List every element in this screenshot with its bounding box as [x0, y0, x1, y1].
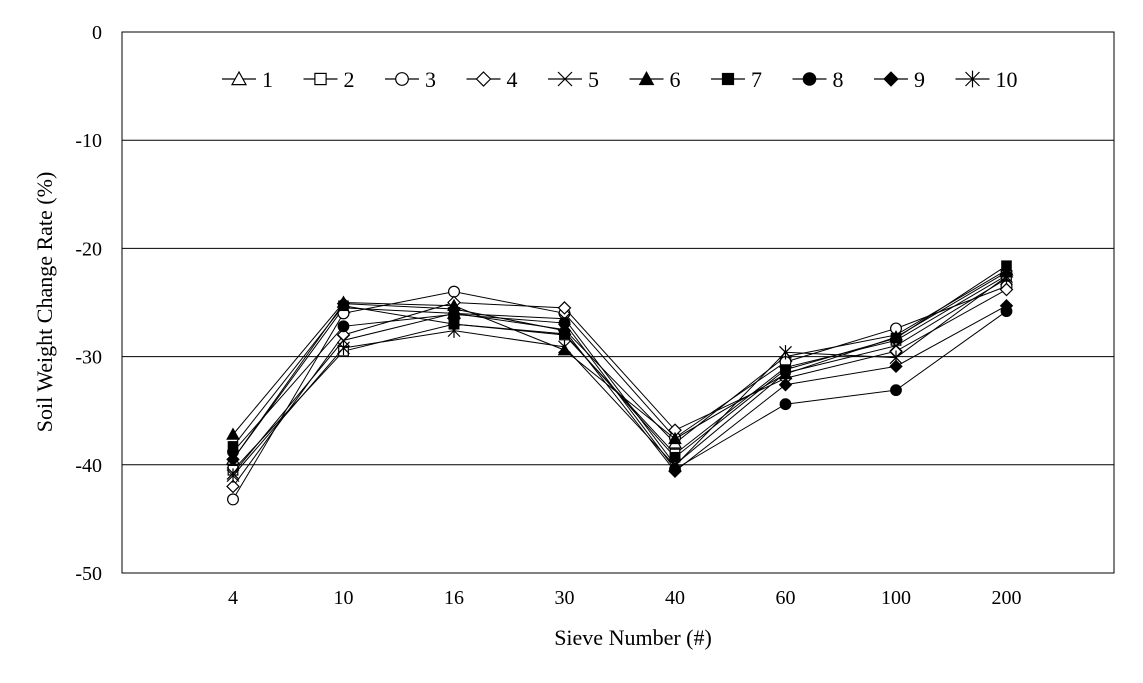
data-point: [448, 285, 461, 298]
series-line: [232, 276, 1007, 476]
data-point: [1000, 269, 1013, 284]
x-tick-label: 10: [334, 587, 354, 609]
data-point: [889, 359, 903, 374]
data-point: [779, 398, 792, 411]
series-line: [232, 289, 1007, 487]
x-tick-label: 200: [992, 587, 1022, 609]
data-point: [447, 302, 461, 316]
data-point: [668, 431, 682, 445]
data-point: [557, 71, 573, 87]
data-point: [557, 323, 572, 338]
data-point: [890, 332, 902, 344]
legend-item: 7: [711, 67, 762, 92]
data-point: [395, 72, 409, 86]
data-point: [227, 493, 240, 506]
data-point: [668, 458, 682, 474]
data-point: [337, 340, 350, 356]
series-line: [232, 285, 1007, 500]
legend-label: 3: [425, 67, 436, 92]
legend-label: 8: [833, 67, 844, 92]
series-line: [232, 303, 1007, 472]
y-tick-label: 0: [92, 22, 102, 44]
x-tick-label: 4: [228, 587, 238, 609]
legend-item: 8: [792, 67, 844, 92]
data-point: [780, 364, 791, 375]
legend-item: 3: [385, 67, 436, 92]
legend-item: 5: [548, 67, 599, 92]
data-point: [475, 71, 492, 87]
data-point: [889, 350, 903, 365]
y-axis-ticks: 0 -10 -20 -30 -40 -50: [75, 22, 102, 585]
data-point: [1001, 260, 1012, 272]
legend-item: 2: [303, 67, 355, 92]
legend-label: 5: [588, 67, 599, 92]
legend-label: 2: [344, 67, 355, 92]
y-tick-label: -50: [75, 563, 102, 585]
legend-label: 6: [670, 67, 681, 92]
data-point: [999, 299, 1014, 313]
data-point: [890, 384, 902, 397]
plot-area: [121, 31, 1115, 574]
x-tick-label: 16: [444, 587, 464, 609]
data-point: [226, 452, 240, 467]
gridlines: [122, 139, 1114, 466]
data-point: [721, 72, 735, 86]
series-line: [232, 278, 1007, 474]
series-10: [226, 269, 1013, 483]
legend-item: 4: [466, 67, 518, 92]
legend-label: 10: [996, 67, 1018, 92]
legend: 1 2 3 4 5 6 7 8 9 10: [222, 67, 1018, 92]
data-point: [447, 323, 461, 338]
data-point: [802, 72, 817, 86]
data-point: [883, 71, 899, 87]
x-tick-label: 100: [881, 587, 911, 609]
data-point: [226, 479, 240, 494]
legend-label: 1: [262, 67, 273, 92]
legend-item: 1: [222, 67, 273, 92]
data-point: [638, 70, 655, 86]
y-tick-label: -40: [75, 455, 102, 477]
x-tick-label: 40: [665, 587, 685, 609]
x-axis-ticks: 4 10 16 30 40 60 100 200: [228, 587, 1022, 609]
data-point: [226, 468, 240, 483]
data-point: [230, 70, 248, 86]
data-point: [314, 72, 327, 86]
data-point: [999, 282, 1014, 297]
x-axis-label: Sieve Number (#): [554, 625, 712, 650]
y-tick-label: -10: [75, 130, 102, 152]
data-point: [226, 427, 240, 440]
series-group: [225, 260, 1014, 506]
legend-item: 6: [629, 67, 681, 92]
y-tick-label: -20: [75, 238, 102, 260]
x-tick-label: 30: [555, 587, 575, 609]
legend-label: 4: [507, 67, 518, 92]
legend-item: 9: [874, 67, 925, 92]
series-9: [226, 296, 1014, 478]
data-point: [336, 296, 351, 311]
x-tick-label: 60: [776, 587, 796, 609]
y-axis-label: Soil Weight Change Rate (%): [32, 172, 57, 433]
data-point: [779, 345, 792, 360]
data-point: [337, 320, 350, 333]
series-line: [232, 310, 1007, 470]
data-point: [558, 339, 571, 355]
data-point: [557, 301, 572, 315]
legend-label: 9: [914, 67, 925, 92]
y-tick-label: -30: [75, 347, 102, 369]
legend-item: 10: [955, 67, 1018, 92]
legend-label: 7: [751, 67, 762, 92]
data-point: [965, 70, 980, 88]
data-point: [778, 378, 793, 392]
